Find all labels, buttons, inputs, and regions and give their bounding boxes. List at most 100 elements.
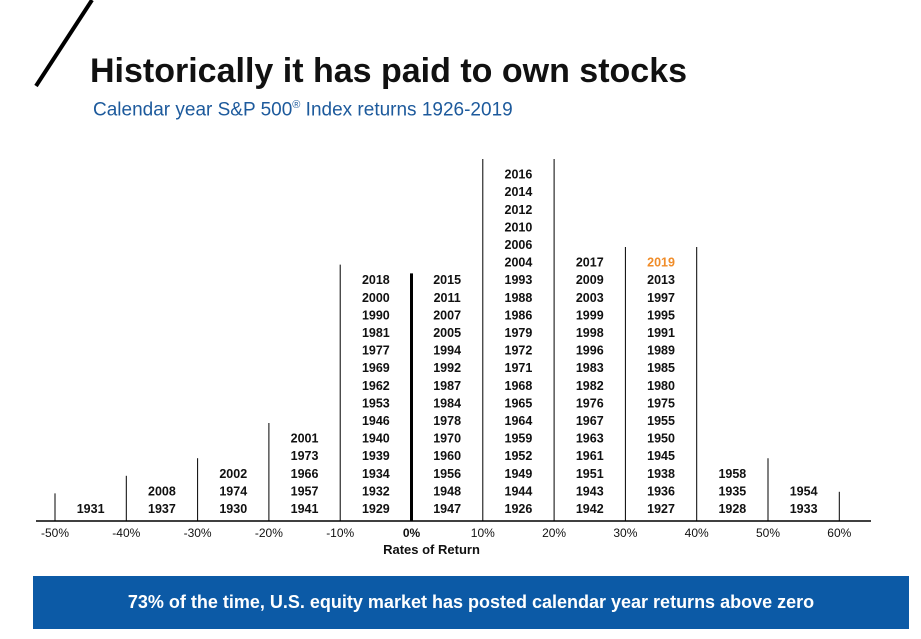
x-tick-label: 0% xyxy=(403,526,421,540)
year-label: 1984 xyxy=(433,396,461,410)
year-label: 1978 xyxy=(433,414,461,428)
year-label: 1957 xyxy=(291,484,319,498)
year-label: 1937 xyxy=(148,502,176,516)
year-label: 2013 xyxy=(647,273,675,287)
year-label: 1982 xyxy=(576,379,604,393)
year-label: 2019 xyxy=(647,256,675,270)
year-label: 1934 xyxy=(362,467,390,481)
x-tick-label: 10% xyxy=(471,526,495,540)
year-label: 2005 xyxy=(433,326,461,340)
returns-histogram: 1931 2008 1937 2002 1974 1930 2001 1973 1966 1957… xyxy=(36,159,871,557)
year-label: 1960 xyxy=(433,449,461,463)
year-label: 2014 xyxy=(505,185,533,199)
year-label: 2016 xyxy=(505,168,533,182)
year-label: 2018 xyxy=(362,273,390,287)
year-label: 1994 xyxy=(433,344,461,358)
x-tick-label: -20% xyxy=(255,526,283,540)
year-label: 2007 xyxy=(433,308,461,322)
year-label: 1993 xyxy=(505,273,533,287)
subtitle-text: Calendar year S&P 500 xyxy=(93,99,293,121)
year-label: 2008 xyxy=(148,484,176,498)
year-label: 1948 xyxy=(433,484,461,498)
year-label: 2011 xyxy=(434,291,461,305)
page-subtitle: Calendar year S&P 500® Index returns 192… xyxy=(93,99,513,121)
year-label: 1970 xyxy=(433,432,461,446)
year-label: 1977 xyxy=(362,344,390,358)
year-label: 1951 xyxy=(576,467,604,481)
x-tick-label: -30% xyxy=(184,526,212,540)
year-label: 1929 xyxy=(362,502,390,516)
year-label: 1939 xyxy=(362,449,390,463)
year-label: 1945 xyxy=(647,449,675,463)
year-label: 2003 xyxy=(576,291,604,305)
year-label: 1927 xyxy=(647,502,675,516)
year-label: 1980 xyxy=(647,379,675,393)
year-label: 1963 xyxy=(576,432,604,446)
year-label: 1981 xyxy=(362,326,390,340)
registered-mark: ® xyxy=(292,99,301,111)
year-label: 1965 xyxy=(505,396,533,410)
year-label: 2009 xyxy=(576,273,604,287)
year-label: 1990 xyxy=(362,308,390,322)
year-label: 2006 xyxy=(505,238,533,252)
year-label: 1995 xyxy=(647,308,675,322)
year-label: 1935 xyxy=(718,484,746,498)
year-label: 1930 xyxy=(219,502,247,516)
x-tick-label: 20% xyxy=(542,526,566,540)
summary-banner: 73% of the time, U.S. equity market has … xyxy=(33,576,909,629)
subtitle-text-end: Index returns 1926-2019 xyxy=(300,99,513,121)
x-tick-label: -10% xyxy=(326,526,354,540)
x-tick-label: 50% xyxy=(756,526,780,540)
year-label: 1928 xyxy=(718,502,746,516)
year-label: 1974 xyxy=(219,484,247,498)
year-label: 1971 xyxy=(505,361,533,375)
year-label: 2017 xyxy=(576,256,604,270)
year-label: 1987 xyxy=(433,379,461,393)
year-label: 2004 xyxy=(505,256,533,270)
year-label: 1999 xyxy=(576,308,604,322)
year-label: 1944 xyxy=(505,484,533,498)
year-label: 1931 xyxy=(77,502,105,516)
year-label: 1983 xyxy=(576,361,604,375)
year-label: 1986 xyxy=(505,308,533,322)
year-label: 1956 xyxy=(433,467,461,481)
year-label: 1964 xyxy=(505,414,533,428)
year-label: 1958 xyxy=(718,467,746,481)
year-label: 1976 xyxy=(576,396,604,410)
year-label: 2001 xyxy=(291,432,319,446)
year-label: 1998 xyxy=(576,326,604,340)
year-label: 2002 xyxy=(219,467,247,481)
year-label: 1941 xyxy=(291,502,319,516)
year-label: 1950 xyxy=(647,432,675,446)
year-label: 1966 xyxy=(291,467,319,481)
year-label: 1972 xyxy=(505,344,533,358)
year-label: 1952 xyxy=(505,449,533,463)
year-label: 2012 xyxy=(505,203,533,217)
x-tick-label: 60% xyxy=(827,526,851,540)
year-label: 1988 xyxy=(505,291,533,305)
year-label: 1932 xyxy=(362,484,390,498)
year-label: 1936 xyxy=(647,484,675,498)
year-label: 1985 xyxy=(647,361,675,375)
year-label: 1996 xyxy=(576,344,604,358)
year-label: 1969 xyxy=(362,361,390,375)
year-label: 1959 xyxy=(505,432,533,446)
year-label: 1955 xyxy=(647,414,675,428)
decorative-slash xyxy=(34,0,94,88)
year-label: 2000 xyxy=(362,291,390,305)
year-label: 1947 xyxy=(433,502,461,516)
year-label: 1973 xyxy=(291,449,319,463)
year-label: 1953 xyxy=(362,396,390,410)
x-tick-label: -40% xyxy=(112,526,140,540)
x-tick-label: 40% xyxy=(685,526,709,540)
year-label: 1938 xyxy=(647,467,675,481)
year-label: 1968 xyxy=(505,379,533,393)
year-label: 1946 xyxy=(362,414,390,428)
year-label: 1997 xyxy=(647,291,675,305)
year-label: 1954 xyxy=(790,484,818,498)
year-label: 1991 xyxy=(647,326,675,340)
year-label: 1967 xyxy=(576,414,604,428)
summary-text: 73% of the time, U.S. equity market has … xyxy=(127,592,815,612)
year-label: 1979 xyxy=(505,326,533,340)
year-label: 1949 xyxy=(505,467,533,481)
